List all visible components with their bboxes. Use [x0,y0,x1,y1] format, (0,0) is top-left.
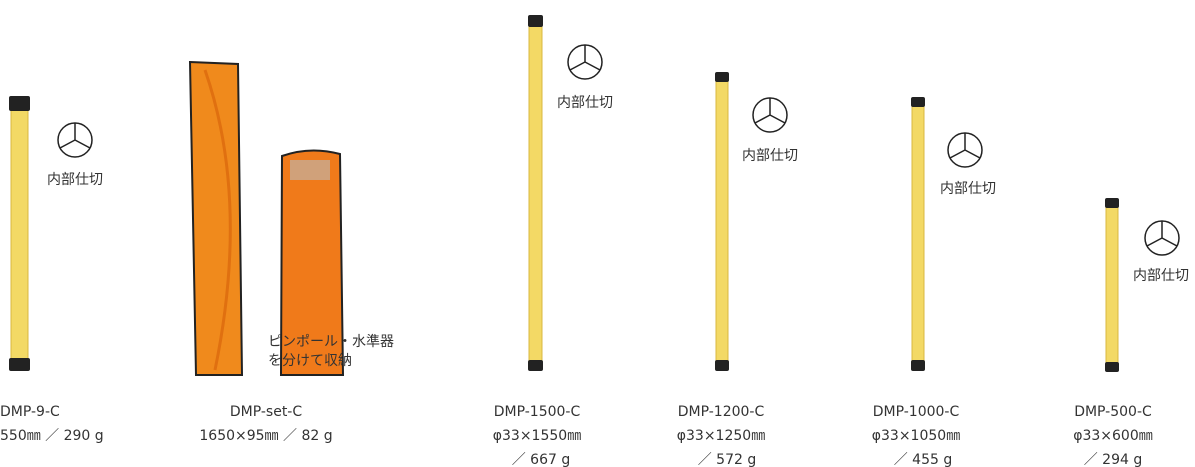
spec: ／ 455 g [894,452,953,467]
partition-icon [57,122,93,158]
spec: ／ 572 g [698,452,757,467]
spec: φ33×600㎜ [1073,428,1153,444]
bag-long [188,60,244,376]
pole-dmp-1500-c [528,15,543,371]
model: DMP-1500-C [494,404,581,420]
spec: φ33×1550㎜ [493,428,581,444]
spec: φ33×1250㎜ [677,428,765,444]
note: 内部仕切 [47,172,103,188]
spec: 550㎜ ／ 290 g [0,428,104,444]
partition-icon [567,44,603,80]
model: DMP-1200-C [678,404,765,420]
pole-dmp-500-c [1105,198,1119,372]
spec: φ33×1050㎜ [872,428,960,444]
note: 内部仕切 [742,148,798,164]
partition-icon [1144,220,1180,256]
spec: 1650×95㎜ ／ 82 g [199,428,332,444]
note: 内部仕切 [557,95,613,111]
model: DMP-500-C [1074,404,1152,420]
bag-short [279,149,345,376]
pole-dmp-9-c [9,96,30,371]
note: を分けて収納 [268,353,352,369]
note: ピンポール・水準器 [268,334,394,350]
note: 内部仕切 [940,181,996,197]
model: DMP-set-C [230,404,302,420]
pole-dmp-1200-c [715,72,729,371]
partition-icon [752,97,788,133]
model: DMP-1000-C [873,404,960,420]
note: 内部仕切 [1133,268,1189,284]
pole-dmp-1000-c [911,97,925,371]
spec: ／ 667 g [512,452,571,467]
model: DMP-9-C [0,404,60,420]
spec: ／ 294 g [1084,452,1143,467]
partition-icon [947,132,983,168]
